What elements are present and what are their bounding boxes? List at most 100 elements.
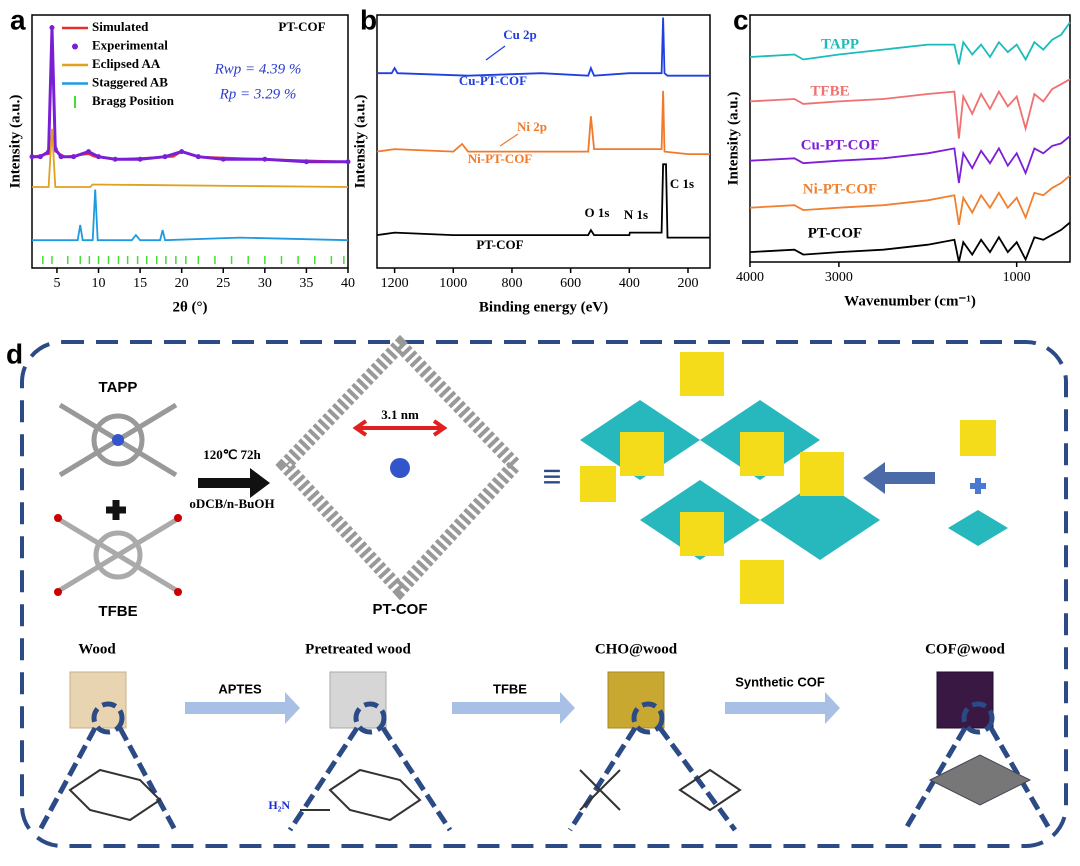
x-tick-label: 4000 [736, 270, 764, 285]
x-tick-label: 1000 [1003, 270, 1031, 285]
x-axis-title: 2θ (°) [172, 299, 207, 315]
series-line [31, 25, 349, 163]
x-tick-label: 600 [560, 276, 581, 291]
series-line [32, 27, 348, 164]
x-tick-label: 20 [175, 276, 189, 291]
reactant-label: TAPP [99, 379, 138, 396]
data-point [96, 154, 102, 160]
data-point [162, 154, 168, 160]
data-point [86, 149, 92, 155]
plot-frame [749, 14, 1071, 263]
x-tick-label: 10 [92, 276, 106, 291]
reactant-label: TFBE [98, 603, 137, 620]
x-tick-label: 30 [258, 276, 272, 291]
series-line [32, 128, 349, 188]
annotation: Rwp = 4.39 % [214, 61, 302, 77]
series-label: TFBE [810, 83, 849, 99]
plus [970, 478, 986, 494]
x-tick-label: 25 [216, 276, 230, 291]
x-tick-label: 5 [53, 276, 60, 291]
series-line [376, 163, 710, 239]
data-point [29, 154, 35, 160]
equivalence: ≡ [542, 459, 561, 496]
series-line [749, 174, 1071, 226]
y-axis-title: Intensity (a.u.) [725, 92, 741, 186]
data-point [71, 154, 77, 160]
annotation: Cu 2p [503, 27, 537, 42]
condition: 120℃ 72h [203, 447, 261, 462]
pt-cof-structure [275, 334, 525, 601]
reaction-arrow [198, 468, 270, 498]
x-tick-label: 40 [341, 276, 355, 291]
x-tick-label: 1000 [439, 276, 467, 291]
building-block [960, 420, 996, 456]
condition: oDCB/n-BuOH [189, 496, 274, 511]
x-tick-label: 35 [299, 276, 313, 291]
legend-label: Experimental [92, 37, 168, 52]
x-tick-label: 1200 [381, 276, 409, 291]
panel-letter: b [360, 4, 377, 35]
legend-label: Staggered AB [92, 74, 168, 89]
series-label: Cu-PT-COF [801, 137, 880, 153]
data-point [220, 156, 226, 162]
series-line [32, 189, 349, 242]
y-axis-title: Intensity (a.u.) [352, 95, 368, 189]
stage-label: Pretreated wood [305, 641, 411, 657]
panel-letter: c [733, 4, 749, 35]
series-line [749, 21, 1071, 65]
data-point [303, 159, 309, 165]
legend-label: Simulated [92, 19, 149, 34]
legend-label: Bragg Position [92, 93, 175, 108]
data-point [137, 156, 143, 162]
series-label: Ni-PT-COF [468, 151, 533, 166]
series-line [749, 78, 1071, 139]
stage-label: CHO@wood [595, 641, 678, 657]
annotation: Ni 2p [517, 119, 547, 134]
series-line [749, 135, 1071, 184]
annotation-arrow [485, 45, 506, 61]
x-axis-title: Binding energy (eV) [479, 299, 608, 315]
tapp-molecule [58, 402, 178, 478]
cof-network [580, 352, 880, 604]
data-point [262, 156, 268, 162]
data-point [195, 154, 201, 160]
pore-arrow [352, 419, 448, 437]
annotation: PT-COF [278, 19, 325, 34]
plot-frame [31, 14, 349, 269]
x-tick-label: 3000 [825, 270, 853, 285]
annotation: C 1s [670, 176, 694, 191]
x-tick-label: 400 [619, 276, 640, 291]
arrow [863, 462, 935, 494]
annotation: O 1s [585, 205, 610, 220]
arrow-label: Synthetic COF [735, 674, 825, 689]
amine-label: H₂N [268, 798, 290, 812]
legend-label: Eclipsed AA [92, 56, 161, 71]
data-point [58, 154, 64, 160]
data-point [37, 154, 43, 160]
arrow-label: TFBE [493, 681, 527, 696]
stage-label: COF@wood [925, 641, 1005, 657]
series-label: Ni-PT-COF [803, 181, 877, 197]
annotation-arrow [499, 133, 519, 147]
arrow-label: APTES [218, 681, 262, 696]
x-tick-label: 800 [501, 276, 522, 291]
annotation: N 1s [624, 207, 648, 222]
series-label: TAPP [821, 36, 859, 52]
x-tick-label: 200 [677, 276, 698, 291]
product-label: PT-COF [373, 601, 428, 618]
series-label: PT-COF [808, 225, 862, 241]
plot-frame [376, 14, 711, 269]
stage-label: Wood [78, 641, 116, 657]
series-line [376, 90, 710, 155]
y-axis-title: Intensity (a.u.) [7, 95, 23, 189]
panel-letter: a [10, 4, 26, 35]
data-point [345, 159, 351, 165]
panel-letter: d [6, 338, 23, 369]
dashed-frame [20, 340, 1068, 848]
plus [106, 500, 126, 520]
data-point [49, 25, 55, 31]
tfbe-molecule [54, 514, 182, 596]
series-line [749, 221, 1071, 263]
series-line [377, 17, 710, 77]
